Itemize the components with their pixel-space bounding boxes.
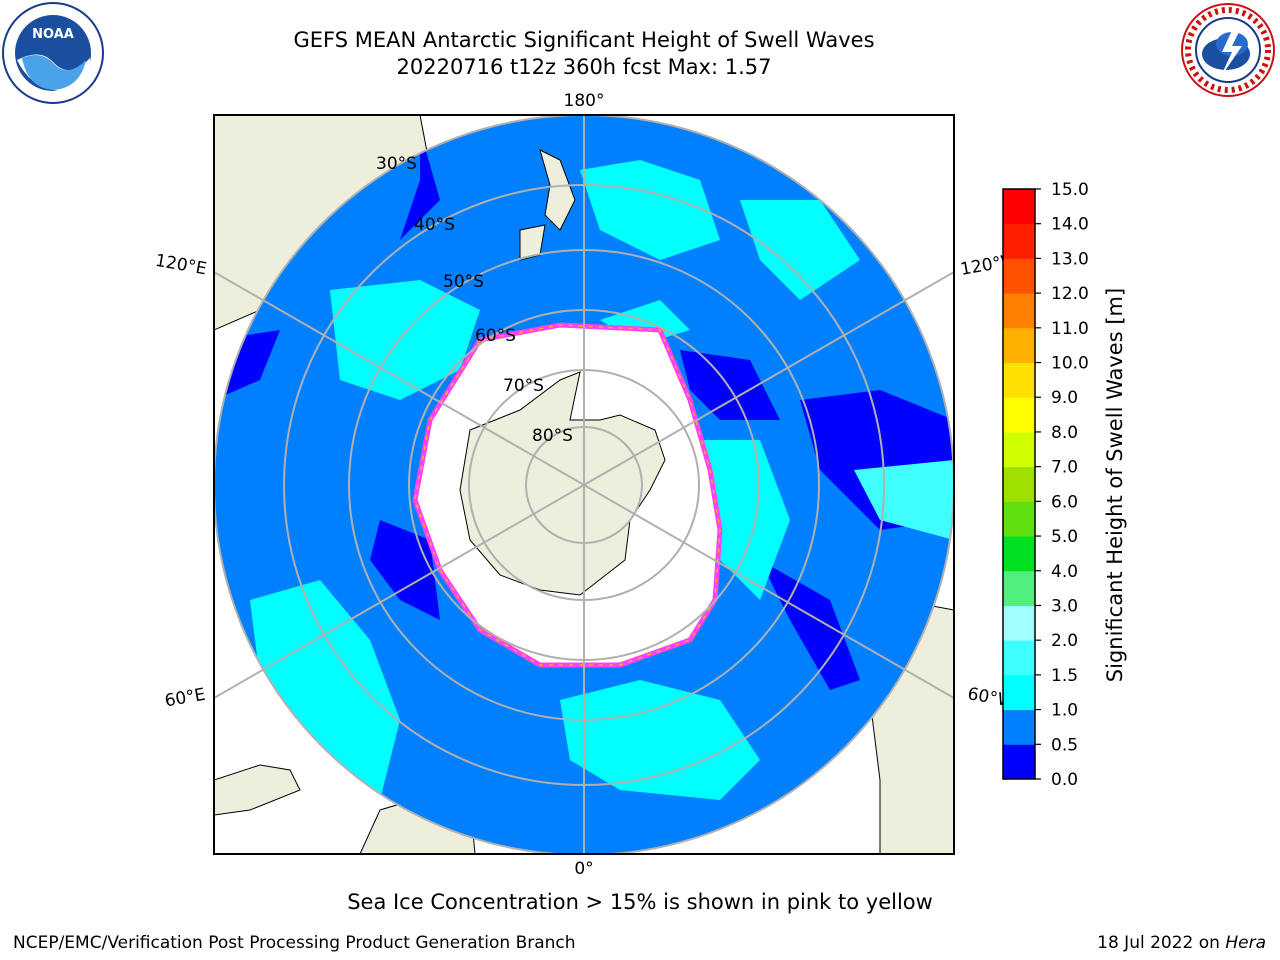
colorbar-swatch — [1003, 744, 1035, 780]
credit-date-text: 18 Jul 2022 on — [1097, 933, 1226, 953]
colorbar-tick-label: 3.0 — [1051, 596, 1078, 616]
colorbar-tick-label: 9.0 — [1051, 388, 1078, 408]
colorbar-tick-label: 1.0 — [1051, 701, 1078, 721]
new-zealand-land — [539, 149, 576, 231]
svg-text:NOAA: NOAA — [32, 27, 74, 42]
meridian-label-180: 180° — [564, 91, 605, 111]
map-frame — [213, 114, 955, 855]
sea-ice-footnote: Sea Ice Concentration > 15% is shown in … — [347, 890, 933, 914]
colorbar-swatch — [1003, 397, 1035, 433]
nws-logo — [1181, 3, 1275, 97]
colorbar-swatch — [1003, 674, 1035, 711]
colorbar-tick-label: 15.0 — [1051, 180, 1089, 200]
colorbar-tick-label: 0.0 — [1051, 770, 1078, 790]
meridian-label-120e: 120°E — [154, 251, 208, 280]
colorbar: 0.0 0.5 1.0 1.5 2.0 3.0 4.0 5.0 6.0 7.0 8.0 9.0 10.0… — [1002, 180, 1089, 790]
colorbar-tick-label: 1.5 — [1051, 666, 1078, 686]
parallel-label-50s: 50°S — [443, 272, 484, 292]
colorbar-tick-label: 14.0 — [1051, 215, 1089, 235]
colorbar-swatch — [1003, 223, 1035, 259]
colorbar-swatch — [1003, 327, 1035, 364]
colorbar-swatch — [1003, 362, 1035, 398]
colorbar-swatch — [1003, 709, 1035, 745]
colorbar-swatch — [1003, 570, 1035, 606]
colorbar-tick-label: 11.0 — [1051, 319, 1089, 339]
credit-date: 18 Jul 2022 on Hera — [1097, 933, 1266, 953]
noaa-logo: NOAA — [2, 2, 104, 104]
graticule — [214, 115, 954, 854]
colorbar-tick-label: 12.0 — [1051, 284, 1089, 304]
parallel-label-80s: 80°S — [532, 426, 573, 446]
colorbar-tick-label: 0.5 — [1051, 735, 1078, 755]
colorbar-swatch — [1003, 605, 1035, 641]
colorbar-swatch — [1003, 258, 1035, 294]
parallel-label-60s: 60°S — [475, 326, 516, 346]
credit-organization: NCEP/EMC/Verification Post Processing Pr… — [13, 933, 576, 953]
colorbar-tick-label: 2.0 — [1051, 631, 1078, 651]
colorbar-tick-label: 5.0 — [1051, 527, 1078, 547]
meridian-label-0: 0° — [574, 859, 593, 879]
parallel-label-30s: 30°S — [376, 154, 417, 174]
colorbar-tick-label: 4.0 — [1051, 562, 1078, 582]
colorbar-tick-label: 10.0 — [1051, 354, 1089, 374]
colorbar-label: Significant Height of Swell Waves [m] — [1103, 287, 1127, 683]
chart-title: GEFS MEAN Antarctic Significant Height o… — [293, 28, 875, 52]
colorbar-swatch — [1003, 189, 1035, 225]
colorbar-swatch — [1003, 536, 1035, 572]
madagascar-land — [214, 764, 301, 816]
colorbar-tick-label: 8.0 — [1051, 423, 1078, 443]
colorbar-tick-label: 7.0 — [1051, 458, 1078, 478]
parallel-label-40s: 40°S — [414, 215, 455, 235]
colorbar-swatch — [1003, 293, 1035, 329]
colorbar-swatch — [1003, 640, 1035, 676]
colorbar-swatch — [1003, 501, 1035, 537]
credit-host: Hera — [1225, 933, 1266, 953]
antarctica-land — [459, 371, 666, 596]
colorbar-tick-label: 6.0 — [1051, 492, 1078, 512]
colorbar-swatch — [1003, 431, 1035, 468]
chart-subtitle: 20220716 t12z 360h fcst Max: 1.57 — [396, 55, 772, 79]
colorbar-swatch — [1003, 466, 1035, 502]
meridian-label-60e: 60°E — [163, 685, 207, 712]
colorbar-tick-label: 13.0 — [1051, 249, 1089, 269]
parallel-label-70s: 70°S — [503, 376, 544, 396]
